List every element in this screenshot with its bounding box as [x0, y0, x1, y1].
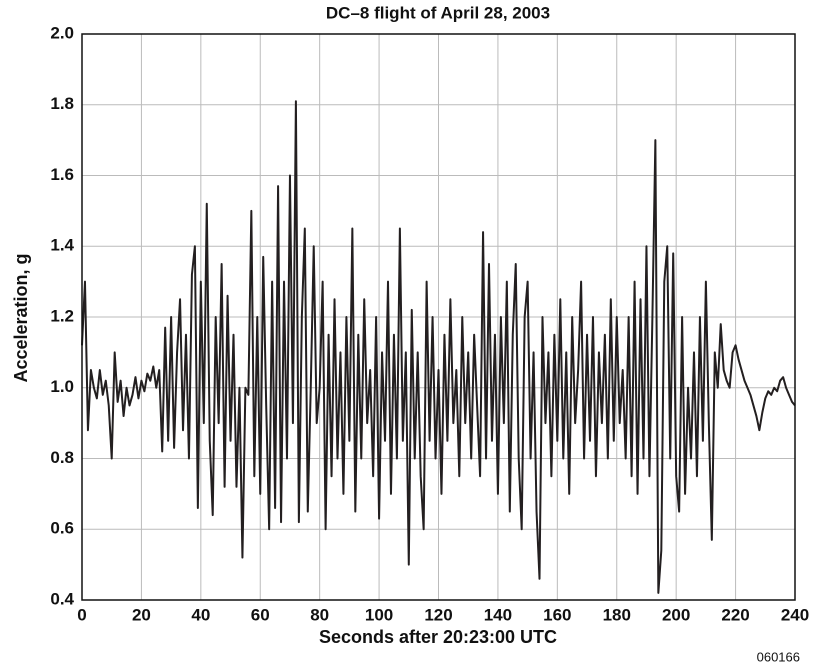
x-tick-label: 180	[603, 605, 631, 624]
y-axis-label: Acceleration, g	[11, 253, 31, 382]
y-tick-label: 0.6	[50, 519, 74, 538]
y-tick-label: 1.2	[50, 306, 74, 325]
plot-frame	[81, 33, 796, 601]
y-tick-label: 0.8	[50, 448, 74, 467]
x-tick-label: 60	[251, 605, 270, 624]
y-tick-label: 1.0	[50, 377, 74, 396]
x-tick-label: 20	[132, 605, 151, 624]
y-tick-label: 1.6	[50, 165, 74, 184]
y-tick-label: 1.8	[50, 94, 74, 113]
x-tick-label: 140	[484, 605, 512, 624]
x-tick-label: 200	[662, 605, 690, 624]
figure-id: 060166	[757, 649, 800, 664]
x-tick-label: 100	[365, 605, 393, 624]
x-tick-label: 120	[424, 605, 452, 624]
chart-title: DC–8 flight of April 28, 2003	[326, 3, 550, 22]
x-tick-label: 0	[77, 605, 86, 624]
y-tick-label: 1.4	[50, 236, 74, 255]
x-tick-label: 80	[310, 605, 329, 624]
x-tick-label: 160	[543, 605, 571, 624]
x-tick-label: 240	[781, 605, 809, 624]
x-tick-label: 40	[191, 605, 210, 624]
data-line	[81, 100, 796, 594]
y-tick-label: 0.4	[50, 589, 74, 608]
y-tick-label: 2.0	[50, 23, 74, 42]
x-tick-label: 220	[721, 605, 749, 624]
x-axis-label: Seconds after 20:23:00 UTC	[319, 627, 557, 647]
